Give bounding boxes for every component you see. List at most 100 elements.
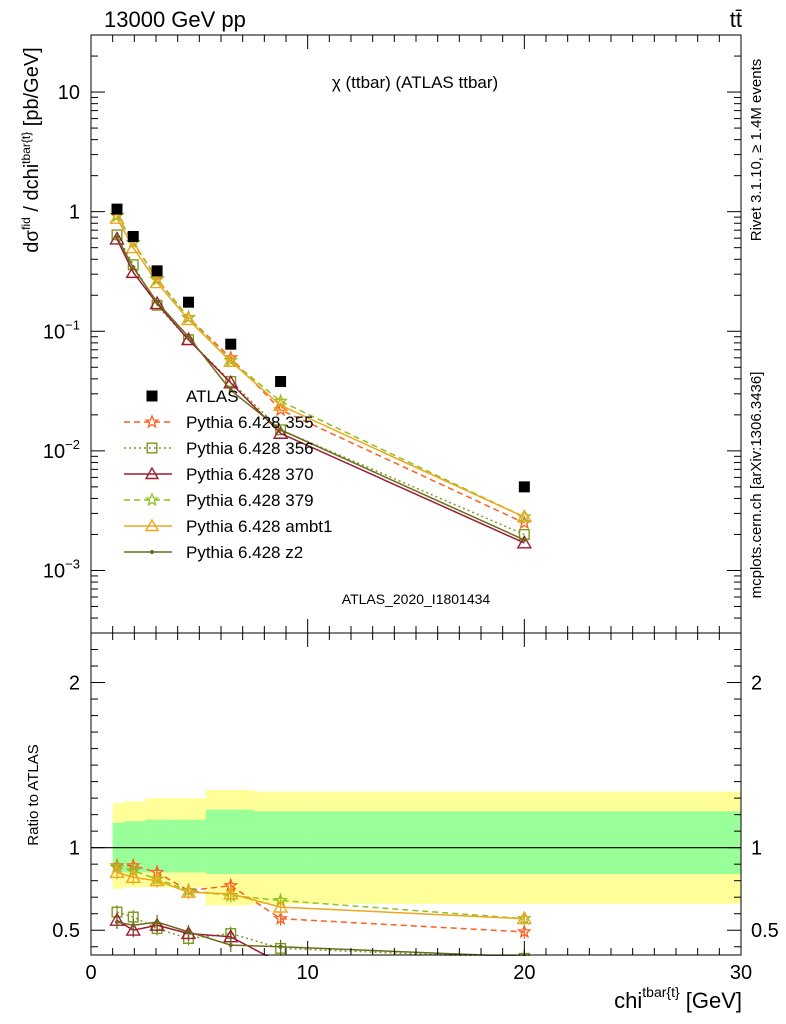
final-state-label: tt̄ <box>730 7 742 32</box>
ratio-point-2 <box>149 917 165 931</box>
legend-marker <box>144 518 160 532</box>
data-point <box>275 376 287 388</box>
uncertainty-band-stat <box>171 819 206 873</box>
mcplots-label: mcplots.cern.ch [arXiv:1306.3436] <box>748 372 765 599</box>
series-point-5 <box>131 265 136 270</box>
series-point-5 <box>155 300 160 305</box>
series-line-2 <box>116 238 525 544</box>
data-point <box>151 265 163 277</box>
ratio-panel: 0 10 20 30 0.5 0.5 1 1 2 2 Ratio to ATLAS chitbar… <box>25 632 779 1024</box>
series-point-3 <box>273 393 289 408</box>
y-axis-label: dσfid / dchitbar{t} [pb/GeV] <box>19 47 43 252</box>
main-y-tick-label: 10−1 <box>43 317 80 343</box>
series-point-5 <box>115 235 119 240</box>
uncertainty-band-stat <box>123 821 146 873</box>
data-point <box>127 230 139 242</box>
ratio-clip-cover <box>90 956 742 1024</box>
data-point <box>111 203 123 215</box>
ratio-point-5 <box>155 919 160 924</box>
series-point-2 <box>149 295 165 310</box>
ratio-x-tick-label: 10 <box>297 962 319 984</box>
svg-text:chitbar{t} [GeV]: chitbar{t} [GeV] <box>614 984 742 1013</box>
ratio-point-5 <box>186 929 191 934</box>
legend-label: Pythia 6.428 z2 <box>186 543 303 562</box>
ratio-point-0 <box>516 924 532 939</box>
ratio-point-4 <box>272 899 289 913</box>
ratio-y-tick-label-right: 0.5 <box>751 920 779 942</box>
series-point-2 <box>109 231 125 245</box>
ratio-point-5 <box>228 943 233 948</box>
series-point-2 <box>223 374 239 389</box>
ratio-point-5 <box>131 923 136 928</box>
series-point-1 <box>275 424 287 436</box>
series-point-4 <box>180 311 197 326</box>
series-point-5 <box>228 388 233 393</box>
uncertainty-band-stat <box>145 819 172 873</box>
legend: ATLAS Pythia 6.428 355 Pythia 6.428 356 Pyt… <box>124 387 332 562</box>
legend-marker <box>144 492 160 507</box>
rivet-label: Rivet 3.1.10, ≥ 1.4M events <box>748 59 765 242</box>
series-line-4 <box>116 217 525 518</box>
legend-label: Pythia 6.428 355 <box>186 413 314 432</box>
process-label: 13000 GeV pp <box>104 7 246 32</box>
legend-label: Pythia 6.428 ambt1 <box>186 517 332 536</box>
series-line-3 <box>116 215 525 518</box>
ratio-frame <box>90 632 742 956</box>
series-point-3 <box>223 352 239 367</box>
ratio-point-5 <box>278 944 283 949</box>
ratio-x-tick-label: 0 <box>85 962 96 984</box>
legend-marker <box>150 550 154 554</box>
data-point <box>183 296 194 308</box>
ratio-y-tick-label-right: 1 <box>751 838 762 860</box>
ratio-y-label: Ratio to ATLAS <box>25 744 42 845</box>
series-point-4 <box>109 210 125 224</box>
legend-label: ATLAS <box>186 387 239 406</box>
series-point-0 <box>516 515 532 530</box>
ratio-point-4 <box>223 885 239 900</box>
ratio-y-tick-label: 0.5 <box>52 920 80 942</box>
series-point-2 <box>180 331 197 346</box>
x-axis-label: chitbar{t} [GeV] <box>614 984 742 1013</box>
main-y-tick-label: 10−3 <box>43 556 80 582</box>
watermark-label: ATLAS_2020_I1801434 <box>342 591 491 607</box>
ratio-point-5 <box>115 919 119 924</box>
uncertainty-band-stat <box>307 811 741 875</box>
legend-label: Pythia 6.428 356 <box>186 439 314 458</box>
legend-marker <box>144 414 160 429</box>
series-point-5 <box>522 537 527 542</box>
legend-label: Pythia 6.428 370 <box>186 465 314 484</box>
legend-marker <box>146 442 158 454</box>
ratio-point-4 <box>180 884 197 898</box>
data-point <box>225 338 237 350</box>
ratio-x-tick-label: 20 <box>513 962 535 984</box>
series-point-5 <box>278 427 283 432</box>
ratio-point-4 <box>516 910 533 925</box>
series-point-4 <box>149 274 165 289</box>
legend-marker <box>146 390 158 402</box>
ratio-y-tick-label: 2 <box>69 673 80 695</box>
chart-title: χ (ttbar) (ATLAS ttbar) <box>332 73 498 92</box>
main-y-tick-label: 10−2 <box>43 437 80 463</box>
series-point-4 <box>272 397 289 411</box>
ratio-point-4 <box>109 864 125 879</box>
ratio-x-tick-label: 30 <box>730 962 752 984</box>
series-line-5 <box>116 236 525 541</box>
data-point <box>518 481 530 493</box>
series-point-2 <box>272 425 289 439</box>
svg-text:dσfid / dchitbar{t} [pb/GeV]: dσfid / dchitbar{t} [pb/GeV] <box>19 47 43 252</box>
ratio-y-tick-label: 1 <box>69 838 80 860</box>
ratio-point-0 <box>273 910 289 925</box>
ratio-point-4 <box>149 872 165 887</box>
main-y-tick-label: 1 <box>69 202 80 224</box>
series-point-4 <box>223 353 239 367</box>
series-point-4 <box>125 239 141 254</box>
uncertainty-band-stat <box>205 809 254 875</box>
main-y-tick-label: 10 <box>58 82 80 104</box>
series-point-4 <box>516 509 533 523</box>
ratio-y-tick-label-right: 2 <box>751 673 762 695</box>
uncertainty-band-stat <box>253 811 308 875</box>
legend-label: Pythia 6.428 379 <box>186 491 314 510</box>
ratio-point-4 <box>125 869 141 883</box>
